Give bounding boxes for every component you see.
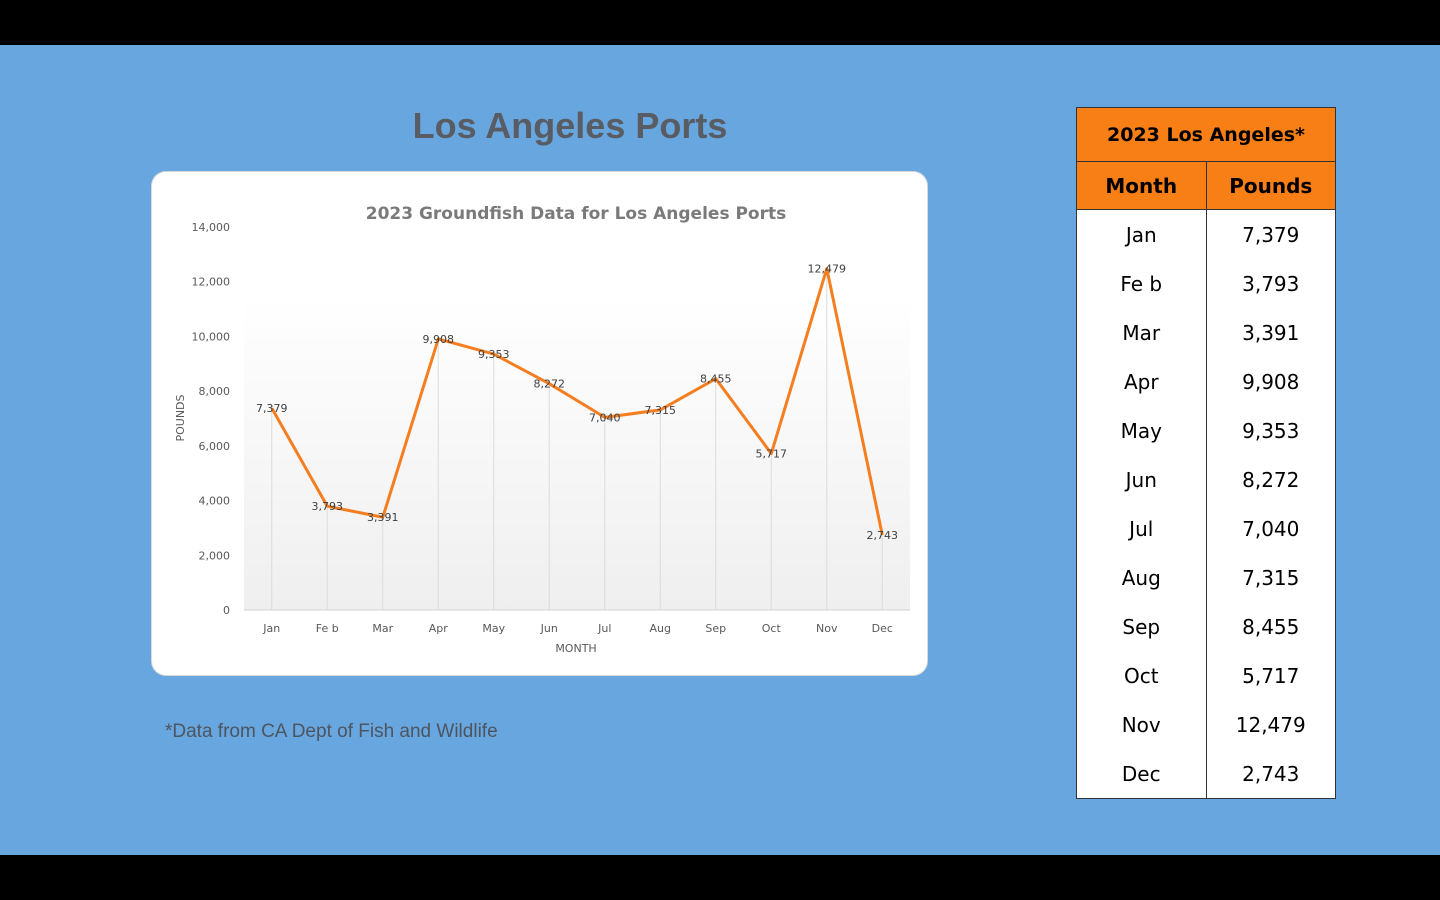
x-axis-title: MONTH (555, 642, 596, 655)
y-axis-title: POUNDS (174, 394, 187, 441)
month-cell: Apr (1076, 357, 1207, 406)
x-tick-label: Apr (429, 622, 449, 635)
y-tick-label: 10,000 (192, 330, 231, 343)
month-cell: May (1076, 406, 1207, 455)
table-header-row: Month Pounds (1076, 161, 1336, 210)
x-tick-label: May (482, 622, 505, 635)
table-row: Mar 3,391 (1076, 308, 1336, 357)
month-cell: Jul (1076, 504, 1207, 553)
data-label: 7,379 (256, 402, 288, 415)
x-tick-label: Aug (650, 622, 671, 635)
y-tick-label: 0 (223, 604, 230, 617)
table-row: Aug 7,315 (1076, 553, 1336, 602)
data-label: 7,040 (589, 411, 621, 424)
x-tick-label: Sep (705, 622, 726, 635)
x-tick-label: Jul (597, 622, 611, 635)
x-tick-label: Oct (762, 622, 782, 635)
month-cell: Mar (1076, 308, 1207, 357)
pounds-cell: 7,315 (1205, 553, 1336, 602)
chart-card: 0 2,000 4,000 6,000 8,000 10,000 12,000 14,000 J… (152, 172, 927, 675)
pounds-cell: 9,908 (1205, 357, 1336, 406)
table-row: Oct 5,717 (1076, 651, 1336, 700)
chart-title: 2023 Groundfish Data for Los Angeles Por… (366, 204, 787, 224)
x-tick-label: Fe b (316, 622, 339, 635)
pounds-cell: 3,391 (1205, 308, 1336, 357)
data-label: 7,315 (645, 404, 677, 417)
footnote: *Data from CA Dept of Fish and Wildlife (165, 721, 498, 742)
y-tick-label: 6,000 (199, 440, 231, 453)
data-label: 8,272 (534, 378, 566, 391)
y-tick-label: 14,000 (192, 221, 231, 234)
column-header-month: Month (1076, 161, 1207, 210)
y-tick-label: 8,000 (199, 385, 231, 398)
month-cell: Jun (1076, 455, 1207, 504)
pounds-cell: 3,793 (1205, 259, 1336, 308)
x-tick-label: Dec (872, 622, 893, 635)
slide: Los Angeles Ports 0 2,000 4,000 6,000 8,000 1… (0, 45, 1440, 855)
data-label: 3,793 (312, 500, 344, 513)
data-label: 12,479 (808, 263, 847, 276)
series-line (270, 267, 884, 536)
y-tick-label: 2,000 (199, 549, 231, 562)
plot-area (244, 295, 910, 610)
x-tick-label: Nov (816, 622, 838, 635)
data-label: 2,743 (867, 529, 899, 542)
table-row: Sep 8,455 (1076, 602, 1336, 651)
table-row: Nov 12,479 (1076, 700, 1336, 749)
y-tick-label: 12,000 (192, 276, 231, 289)
month-cell: Fe b (1076, 259, 1207, 308)
table-row: Jun 8,272 (1076, 455, 1336, 504)
month-cell: Jan (1076, 209, 1207, 259)
column-header-pounds: Pounds (1205, 161, 1336, 210)
data-label: 3,391 (367, 511, 399, 524)
month-cell: Dec (1076, 749, 1207, 799)
pounds-cell: 8,455 (1205, 602, 1336, 651)
table-caption-row: 2023 Los Angeles* (1076, 107, 1336, 162)
month-cell: Aug (1076, 553, 1207, 602)
data-label: 9,908 (423, 333, 455, 346)
slide-title: Los Angeles Ports (412, 105, 728, 146)
pounds-cell: 2,743 (1205, 749, 1336, 799)
month-cell: Nov (1076, 700, 1207, 749)
month-cell: Sep (1076, 602, 1207, 651)
line-chart: 0 2,000 4,000 6,000 8,000 10,000 12,000 14,000 J… (174, 204, 910, 655)
table-row: Fe b 3,793 (1076, 259, 1336, 308)
x-tick-label: Jan (262, 622, 280, 635)
pounds-cell: 7,040 (1205, 504, 1336, 553)
table-row: Apr 9,908 (1076, 357, 1336, 406)
pounds-cell: 5,717 (1205, 651, 1336, 700)
data-label: 9,353 (478, 348, 510, 361)
pounds-cell: 12,479 (1205, 700, 1336, 749)
table-caption: 2023 Los Angeles* (1076, 107, 1336, 162)
x-tick-label: Mar (372, 622, 393, 635)
table-row: Jul 7,040 (1076, 504, 1336, 553)
table-row: Jan 7,379 (1076, 209, 1336, 259)
pounds-cell: 9,353 (1205, 406, 1336, 455)
y-tick-label: 4,000 (199, 495, 231, 508)
pounds-cell: 8,272 (1205, 455, 1336, 504)
table-row: May 9,353 (1076, 406, 1336, 455)
data-label: 8,455 (700, 373, 732, 386)
data-label: 5,717 (756, 448, 788, 461)
month-cell: Oct (1076, 651, 1207, 700)
x-tick-label: Jun (540, 622, 558, 635)
data-table: 2023 Los Angeles* Month Pounds Jan 7,379 F… (1076, 107, 1336, 799)
table-row: Dec 2,743 (1076, 749, 1336, 799)
pounds-cell: 7,379 (1205, 209, 1336, 259)
